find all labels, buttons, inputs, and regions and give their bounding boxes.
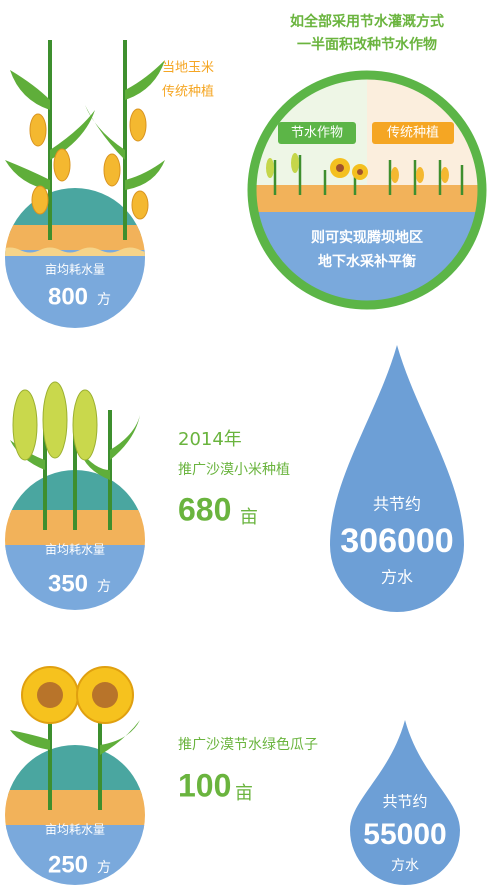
usage-label: 亩均耗水量 (45, 542, 105, 557)
year: 2014年 (178, 429, 242, 450)
crop-label: 推广沙漠节水绿色瓜子 (178, 736, 318, 753)
area-unit: 亩 (235, 783, 253, 804)
corn-circle: 亩均耗水量 800 方 (0, 40, 165, 340)
usage-value: 250 (48, 851, 88, 878)
usage-label: 亩均耗水量 (45, 822, 105, 837)
usage-unit: 方 (97, 860, 111, 876)
drop: 共节约 306000 方水 (330, 345, 464, 612)
usage-label: 亩均耗水量 (45, 262, 105, 277)
crop-label: 当地玉米 (162, 61, 214, 76)
outcome: 地下水采补平衡 (318, 253, 416, 270)
tag: 传统种植 (387, 126, 439, 141)
tag: 节水作物 (291, 126, 343, 141)
sunflower-circle: 亩均耗水量 250 方 (0, 667, 150, 892)
saving-label: 共节约 (382, 793, 427, 811)
usage-unit: 方 (97, 292, 111, 308)
infographic: 亩均耗水量 800 方 当地玉米 传统种植 如全部采用节水灌溉方式 一半面积改种… (0, 0, 491, 892)
crop-label: 传统种植 (162, 85, 214, 100)
saving-label: 共节约 (373, 495, 421, 514)
usage-value: 350 (48, 570, 88, 597)
saving-value: 306000 (340, 522, 453, 560)
millet-circle: 亩均耗水量 350 方 (0, 382, 150, 615)
drop: 共节约 55000 方水 (350, 720, 460, 885)
area-unit: 亩 (240, 507, 258, 528)
crop-label: 推广沙漠小米种植 (178, 462, 290, 478)
area-value: 100 (178, 767, 231, 803)
saving-unit: 方水 (391, 858, 419, 874)
usage-value: 800 (48, 283, 88, 310)
plan-line: 一半面积改种节水作物 (297, 36, 437, 53)
saving-value: 55000 (363, 818, 446, 851)
area-value: 680 (178, 491, 231, 527)
plan-line: 如全部采用节水灌溉方式 (290, 13, 444, 30)
saving-unit: 方水 (381, 568, 413, 587)
usage-unit: 方 (97, 579, 111, 595)
outcome: 则可实现腾坝地区 (311, 229, 423, 246)
plan-circle: 节水作物 传统种植 则可实现腾坝地区 地下水采补平衡 (250, 75, 490, 307)
